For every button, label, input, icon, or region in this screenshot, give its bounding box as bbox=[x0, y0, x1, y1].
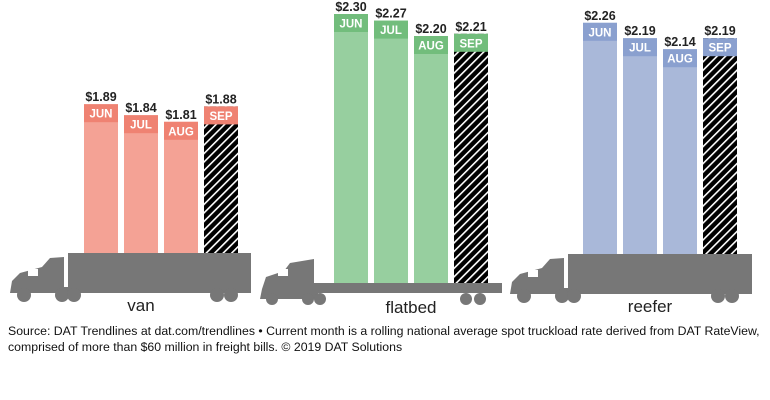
reefer-truck-icon bbox=[510, 254, 752, 303]
month-label: JUL bbox=[380, 25, 402, 37]
flatbed-bar-header-jul bbox=[374, 20, 408, 39]
month-label: AUG bbox=[667, 54, 693, 66]
van-bar-header-aug bbox=[164, 121, 198, 140]
group-reefer: reefer JUN $2.26 JUL $2.19 AUG $2.14 SEP $2.19 bbox=[510, 9, 752, 316]
flatbed-truck-icon bbox=[260, 259, 502, 305]
value-label: $1.81 bbox=[165, 108, 196, 122]
flatbed-bar-header-jun bbox=[334, 14, 368, 32]
truck-rate-chart: van JUN $1.89 JUL $1.84 AUG $1.81 SEP $1.88 flatb… bbox=[10, 0, 752, 317]
van-bar-jun bbox=[84, 104, 118, 253]
flatbed-bar-aug bbox=[414, 36, 448, 283]
value-label: $2.19 bbox=[704, 24, 735, 38]
group-van: van JUN $1.89 JUL $1.84 AUG $1.81 SEP $1.88 bbox=[10, 90, 251, 315]
month-label: SEP bbox=[459, 38, 482, 50]
flatbed-bar-header-aug bbox=[414, 36, 448, 54]
month-label: JUN bbox=[339, 19, 362, 31]
van-bar-header-jul bbox=[124, 115, 158, 134]
value-label: $2.21 bbox=[455, 20, 486, 34]
van-bar-jul bbox=[124, 115, 158, 253]
reefer-bar-header-jun bbox=[583, 22, 617, 41]
reefer-bar-header-aug bbox=[663, 49, 697, 68]
month-label: SEP bbox=[708, 43, 731, 55]
van-bar-sep bbox=[204, 106, 238, 254]
flatbed-bar-jul bbox=[374, 20, 408, 283]
value-label: $2.30 bbox=[335, 0, 366, 14]
month-label: AUG bbox=[418, 41, 444, 53]
group-flatbed: flatbed JUN $2.30 JUL $2.27 AUG $2.20 SEP $2.21 bbox=[260, 0, 502, 317]
month-label: SEP bbox=[209, 111, 232, 123]
value-label: $2.27 bbox=[375, 7, 406, 21]
van-bar-aug bbox=[164, 121, 198, 253]
value-label: $2.20 bbox=[415, 22, 446, 36]
month-label: JUN bbox=[89, 109, 112, 121]
category-label-reefer: reefer bbox=[628, 297, 673, 316]
reefer-bar-header-jul bbox=[623, 38, 657, 57]
value-label: $2.14 bbox=[664, 35, 695, 49]
category-label-flatbed: flatbed bbox=[385, 298, 436, 317]
flatbed-bar-header-sep bbox=[454, 33, 488, 52]
value-label: $1.84 bbox=[125, 101, 156, 115]
reefer-bar-sep bbox=[703, 38, 737, 255]
value-label: $2.26 bbox=[584, 9, 615, 23]
month-label: JUL bbox=[629, 43, 651, 55]
reefer-bar-aug bbox=[663, 49, 697, 255]
value-label: $1.89 bbox=[85, 90, 116, 104]
source-note: Source: DAT Trendlines at dat.com/trendl… bbox=[8, 324, 760, 354]
category-label-van: van bbox=[127, 296, 154, 315]
van-truck-icon bbox=[10, 253, 251, 302]
month-label: JUL bbox=[130, 120, 152, 132]
van-bar-header-jun bbox=[84, 104, 118, 123]
value-label: $1.88 bbox=[205, 92, 236, 106]
flatbed-bar-sep bbox=[454, 33, 488, 283]
month-label: AUG bbox=[168, 126, 194, 138]
month-label: JUN bbox=[588, 27, 611, 39]
reefer-bar-jul bbox=[623, 38, 657, 255]
reefer-bar-header-sep bbox=[703, 38, 737, 57]
reefer-bar-jun bbox=[583, 22, 617, 254]
flatbed-bar-jun bbox=[334, 14, 368, 283]
van-bar-header-sep bbox=[204, 106, 238, 125]
value-label: $2.19 bbox=[624, 24, 655, 38]
